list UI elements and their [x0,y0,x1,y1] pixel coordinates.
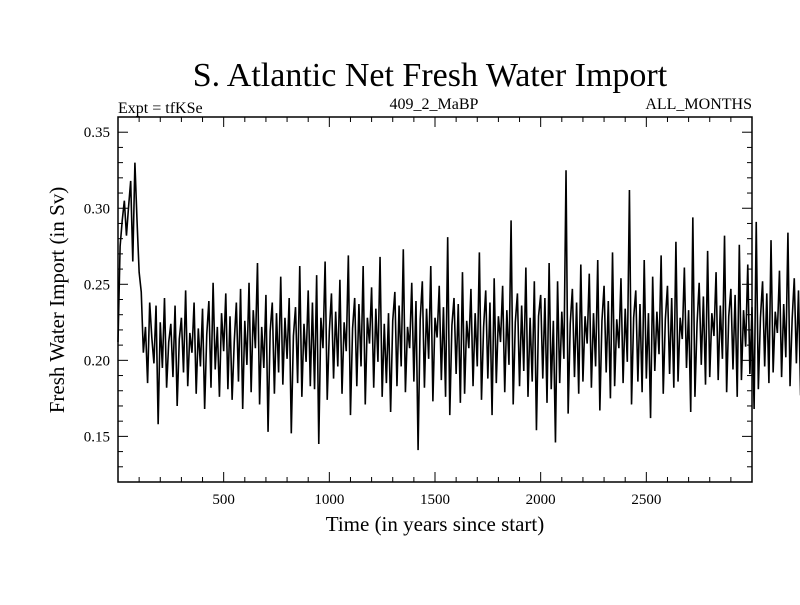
y-tick-label-0.30: 0.30 [84,201,110,217]
chart-title: S. Atlantic Net Fresh Water Import [193,57,668,94]
x-axis-label: Time (in years since start) [326,512,545,536]
x-axis: 500 1000 1500 2000 2500 [138,117,732,508]
y-tick-label-0.20: 0.20 [84,353,110,369]
x-tick-label-1500: 1500 [420,492,450,508]
series-line-0 [117,162,800,451]
y-axis: 0.15 0.20 0.25 0.30 0.35 [84,125,752,468]
subtitle-center: 409_2_MaBP [390,96,479,113]
series-group [117,162,800,451]
x-tick-label-1000: 1000 [314,492,344,508]
y-axis-label: Fresh Water Import (in Sv) [45,187,69,414]
subtitle-left: Expt = tfKSe [118,100,203,117]
subtitle-right: ALL_MONTHS [645,96,752,113]
x-tick-label-2500: 2500 [631,492,661,508]
x-tick-label-2000: 2000 [526,492,556,508]
y-tick-label-0.35: 0.35 [84,125,110,141]
y-tick-label-0.25: 0.25 [84,277,110,293]
x-tick-label-500: 500 [212,492,235,508]
y-tick-label-0.15: 0.15 [84,429,110,445]
